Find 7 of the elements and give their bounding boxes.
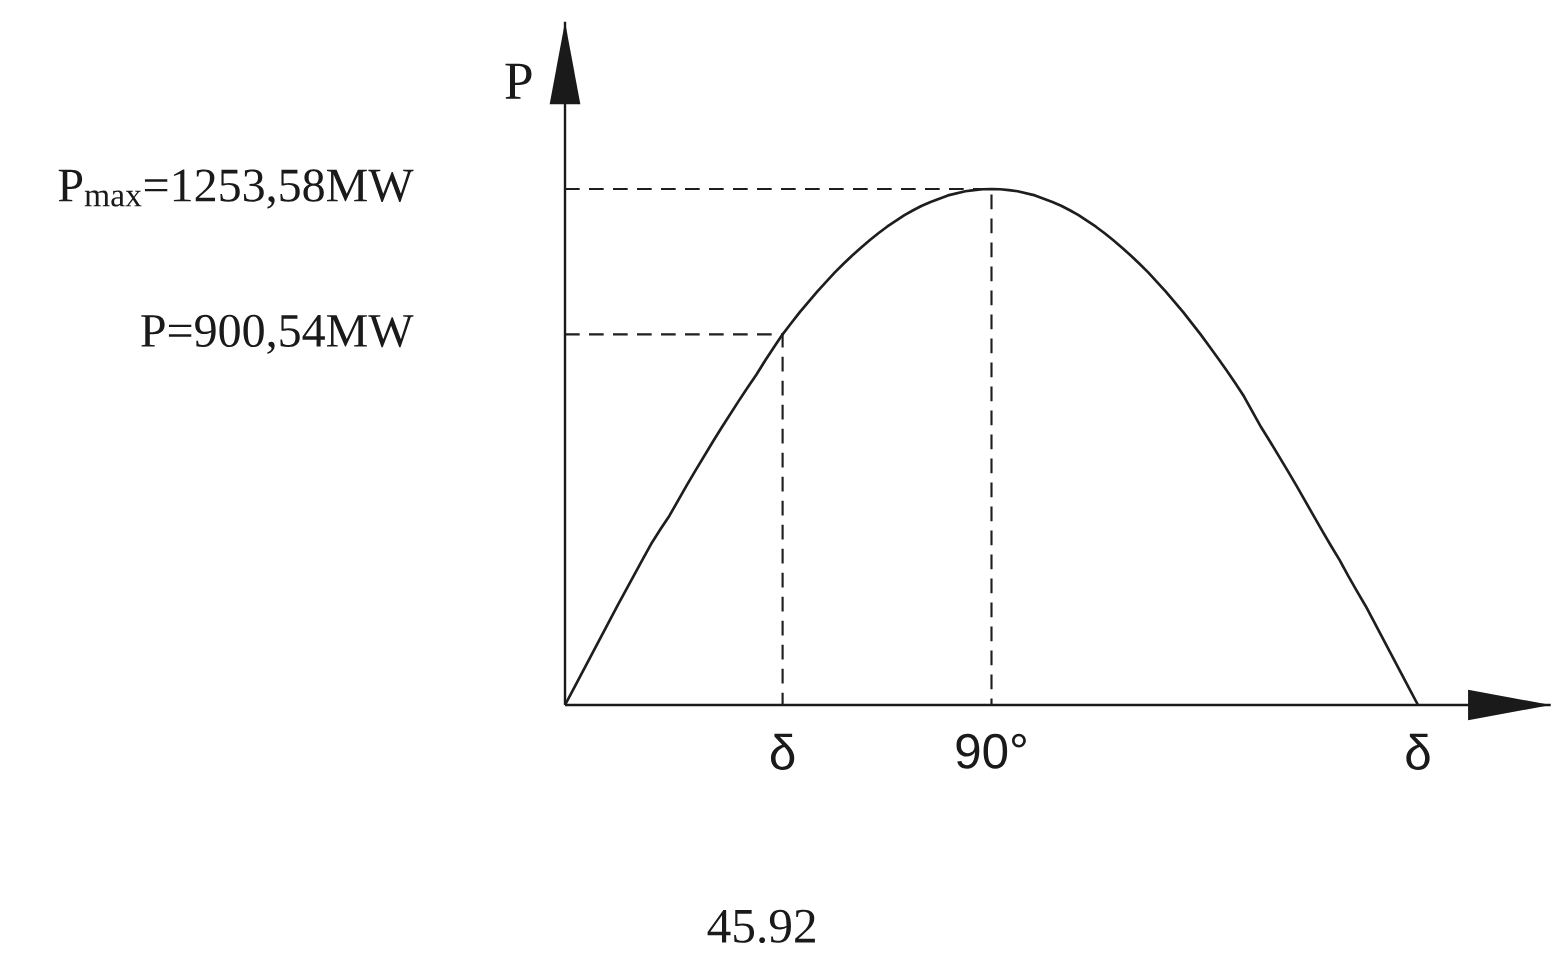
text: 45.92 <box>707 909 815 944</box>
x-tick-label: δ <box>770 733 795 770</box>
y-tick-label: P=900,54MW <box>141 314 414 354</box>
x-tick-label: 90° <box>956 733 1026 769</box>
y-tick-label: P$_{max}$=1253,58MW <box>58 169 414 209</box>
x-tick-label: δ <box>1406 733 1430 770</box>
y-axis-title: P <box>505 63 532 99</box>
